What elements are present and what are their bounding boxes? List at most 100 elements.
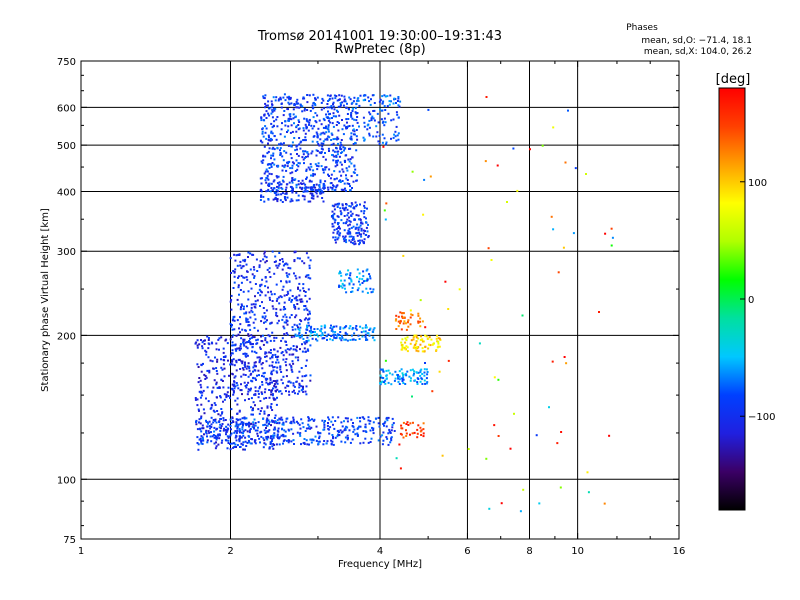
data-point: [372, 288, 375, 291]
data-point: [293, 251, 296, 254]
data-point: [312, 116, 315, 119]
data-point: [261, 130, 264, 133]
data-point: [320, 325, 323, 328]
data-point: [338, 122, 340, 125]
data-point: [317, 143, 320, 145]
data-point: [564, 161, 567, 164]
data-point: [308, 267, 311, 270]
data-point: [272, 125, 275, 128]
data-point: [367, 223, 369, 226]
data-point: [284, 199, 287, 202]
data-point: [342, 170, 345, 173]
data-point: [287, 119, 290, 122]
data-point: [297, 326, 299, 329]
data-point: [343, 239, 346, 242]
data-point: [416, 347, 419, 350]
data-point: [262, 258, 265, 261]
data-point: [252, 413, 254, 416]
data-point: [381, 434, 384, 437]
data-point: [353, 165, 356, 168]
data-point: [333, 221, 336, 224]
data-point: [321, 332, 324, 335]
phase-box-line-x: mean, sd,X: 104.0, 26.2: [644, 47, 752, 57]
data-point: [264, 170, 267, 173]
data-point: [401, 348, 404, 351]
data-point: [239, 368, 242, 370]
data-point: [197, 381, 200, 384]
data-point: [279, 368, 282, 371]
data-point: [218, 437, 221, 440]
data-point: [341, 430, 344, 433]
data-point: [339, 102, 342, 105]
data-point: [281, 351, 284, 353]
data-point: [391, 423, 394, 426]
data-point: [331, 187, 334, 189]
data-point: [331, 204, 334, 207]
data-point: [277, 319, 280, 322]
data-point: [387, 443, 390, 446]
data-point: [260, 160, 263, 163]
data-point: [342, 327, 345, 330]
data-point: [316, 328, 319, 330]
data-point: [261, 141, 264, 144]
data-point: [327, 333, 330, 336]
y-tick-label: 600: [57, 103, 76, 114]
data-point: [343, 207, 346, 210]
data-point: [250, 387, 252, 390]
data-point: [215, 370, 218, 372]
data-point: [212, 421, 215, 424]
data-point: [257, 396, 260, 399]
data-point: [301, 186, 304, 189]
data-point: [269, 435, 272, 438]
data-point: [285, 351, 288, 354]
data-point: [292, 113, 295, 116]
data-point: [409, 342, 412, 345]
data-point: [405, 328, 408, 331]
data-point: [352, 128, 355, 131]
colorbar-tick-label: 0: [748, 295, 754, 306]
data-point: [267, 291, 270, 294]
data-point: [368, 119, 371, 122]
data-point: [269, 381, 272, 384]
data-point: [213, 430, 216, 433]
data-point: [364, 423, 367, 426]
data-point: [215, 348, 218, 351]
data-point: [336, 333, 339, 336]
data-point: [371, 94, 374, 97]
data-point: [402, 322, 405, 325]
data-point: [272, 198, 275, 201]
data-point: [275, 311, 278, 314]
data-point: [288, 160, 291, 163]
data-point: [401, 427, 404, 430]
data-point: [370, 119, 373, 122]
data-point: [263, 113, 266, 116]
data-point: [252, 336, 254, 339]
data-point: [363, 238, 366, 241]
data-point: [300, 320, 303, 323]
data-point: [285, 169, 288, 172]
data-point: [293, 259, 296, 261]
data-point: [421, 383, 424, 385]
data-point: [310, 331, 313, 334]
data-point: [556, 442, 559, 445]
data-point: [244, 352, 247, 355]
data-point: [206, 369, 209, 372]
data-point: [333, 333, 336, 336]
data-point: [364, 335, 367, 338]
data-point: [598, 311, 600, 313]
data-point: [234, 375, 237, 378]
data-point: [254, 404, 256, 407]
data-point: [247, 256, 249, 258]
data-point: [300, 183, 303, 185]
data-point: [294, 250, 297, 253]
data-point: [307, 427, 310, 430]
data-point: [290, 336, 293, 339]
data-point: [232, 390, 235, 393]
data-point: [295, 183, 298, 186]
data-point: [262, 375, 265, 378]
data-point: [344, 427, 347, 430]
data-point: [325, 442, 328, 445]
data-point: [345, 222, 347, 225]
data-point: [332, 225, 335, 228]
data-point: [231, 328, 234, 331]
